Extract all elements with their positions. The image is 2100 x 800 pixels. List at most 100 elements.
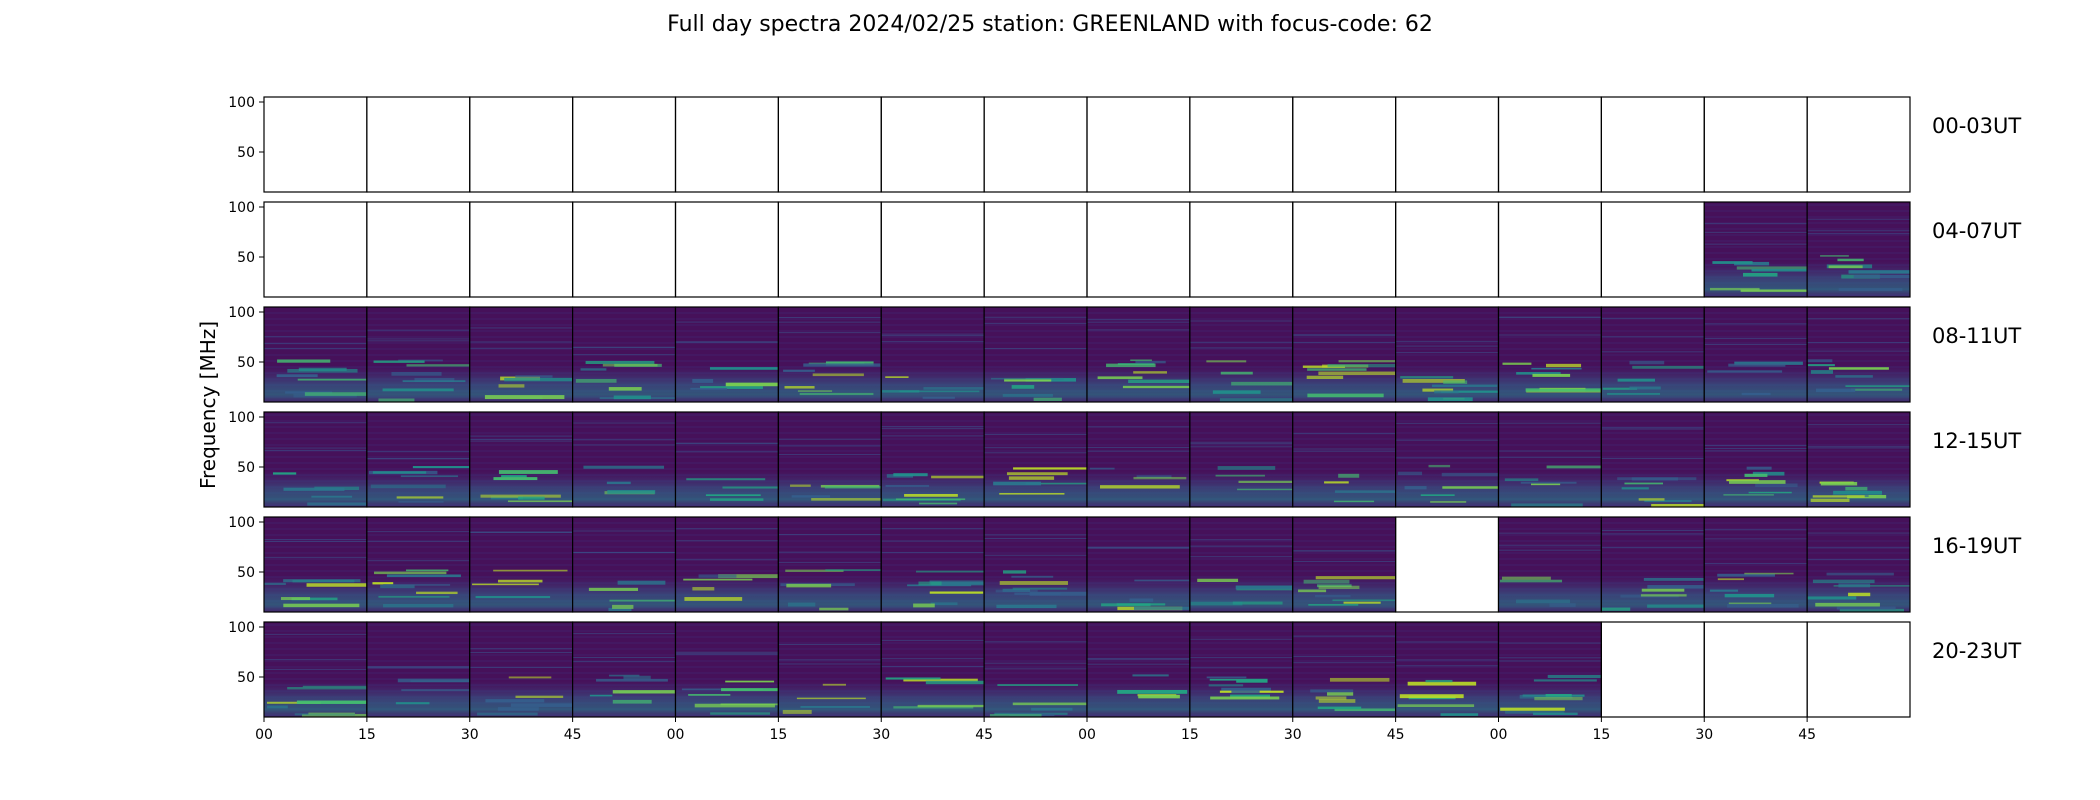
row-time-label: 08-11UT (1932, 324, 2021, 348)
spectral-line (585, 360, 655, 365)
spectral-line (515, 375, 553, 378)
y-tick-label: 50 (237, 145, 255, 161)
spectral-line (1704, 343, 1808, 345)
spectral-line (785, 569, 844, 572)
spectral-line (675, 528, 779, 530)
spectral-line (1601, 529, 1705, 531)
spectrum-panel (1497, 96, 1602, 193)
spectral-line (916, 570, 985, 573)
panel-frame (1189, 96, 1294, 193)
panel-frame (572, 201, 677, 298)
spectrum-panel (777, 516, 882, 613)
row-time-label: 04-07UT (1932, 219, 2021, 243)
spectral-line (475, 595, 551, 599)
spectral-line (881, 540, 985, 542)
spectral-line (1520, 481, 1577, 484)
panel-frame (880, 201, 985, 298)
spectral-line (1704, 445, 1808, 447)
spectral-line (1292, 433, 1396, 435)
spectral-line (1138, 694, 1180, 699)
spectrum-panel (1806, 621, 1911, 718)
spectral-line (469, 347, 573, 349)
spectral-line (264, 556, 367, 558)
spectrum-panel (1086, 96, 1191, 193)
spectral-line (1210, 696, 1280, 700)
spectral-line (917, 704, 985, 708)
spectral-line (302, 685, 367, 688)
spectral-line (991, 377, 1064, 380)
spectral-line (1748, 491, 1792, 494)
spectrum-panel (469, 201, 574, 298)
spectral-line (1629, 360, 1665, 365)
spectrum-panel (1806, 306, 1911, 403)
spectral-line (280, 597, 311, 601)
spectral-line (1206, 676, 1247, 679)
spectral-line (510, 703, 573, 707)
spectral-line (1644, 500, 1692, 502)
spectral-line (1836, 606, 1896, 610)
spectral-line (885, 376, 909, 378)
spectral-line (686, 478, 766, 481)
spectral-line (1807, 233, 1910, 235)
spectral-line (922, 396, 955, 399)
spectral-line (1848, 592, 1871, 597)
spectral-line (612, 604, 634, 609)
spectral-line (1807, 532, 1910, 534)
spectral-line (1012, 702, 1087, 706)
spectral-line (380, 584, 415, 589)
spectral-line (1826, 572, 1894, 576)
spectrum-panel (1497, 201, 1602, 298)
spectral-line (1515, 599, 1571, 604)
spectral-line (498, 384, 525, 388)
spectral-line (414, 378, 455, 382)
spectral-line (264, 633, 367, 635)
spectral-line (1853, 274, 1910, 279)
spectral-line (267, 705, 288, 709)
spectral-line (469, 648, 573, 650)
spectral-line (710, 712, 771, 715)
spectrum-panel (674, 621, 779, 718)
spectral-line (881, 658, 985, 660)
spectral-line (824, 485, 882, 489)
spectral-line (1420, 494, 1455, 496)
spectral-line (1505, 710, 1565, 714)
spectrum-panel (1497, 621, 1602, 718)
spectral-line (705, 494, 761, 497)
spectral-line (796, 697, 866, 700)
spectrum-panel (366, 516, 471, 613)
spectral-line (518, 496, 545, 500)
spectral-line (778, 659, 882, 661)
spectral-line (1640, 594, 1687, 597)
spectral-line (1033, 397, 1062, 401)
spectral-line (1643, 577, 1705, 581)
spectral-line (1189, 539, 1293, 541)
spectral-line (1087, 663, 1190, 665)
spectral-line (1011, 575, 1054, 578)
spectral-line (1314, 594, 1351, 598)
spectral-line (784, 386, 815, 389)
spectral-line (1395, 352, 1499, 354)
spectral-line (1440, 713, 1479, 716)
spectral-line (480, 494, 561, 498)
spectrum-lowband (572, 680, 676, 717)
spectral-line (366, 329, 470, 331)
spectral-line (725, 680, 775, 683)
spectral-line (1807, 350, 1910, 352)
spectral-line (1318, 699, 1356, 703)
spectrum-panel (1292, 516, 1397, 613)
spectral-line (778, 663, 882, 665)
spectral-line (1308, 604, 1359, 606)
spectral-line (1129, 598, 1154, 602)
y-tick-label: 100 (228, 620, 255, 636)
spectral-line (1014, 592, 1061, 595)
spectral-line (264, 582, 286, 585)
spectral-line (1629, 386, 1661, 390)
spectrum-panel (1086, 201, 1191, 298)
spectral-line (782, 709, 812, 714)
spectral-line (1736, 266, 1808, 270)
spectral-line (825, 569, 882, 571)
spectral-line (1631, 477, 1679, 481)
spectral-line (515, 695, 564, 698)
panel-frame (1703, 96, 1808, 193)
